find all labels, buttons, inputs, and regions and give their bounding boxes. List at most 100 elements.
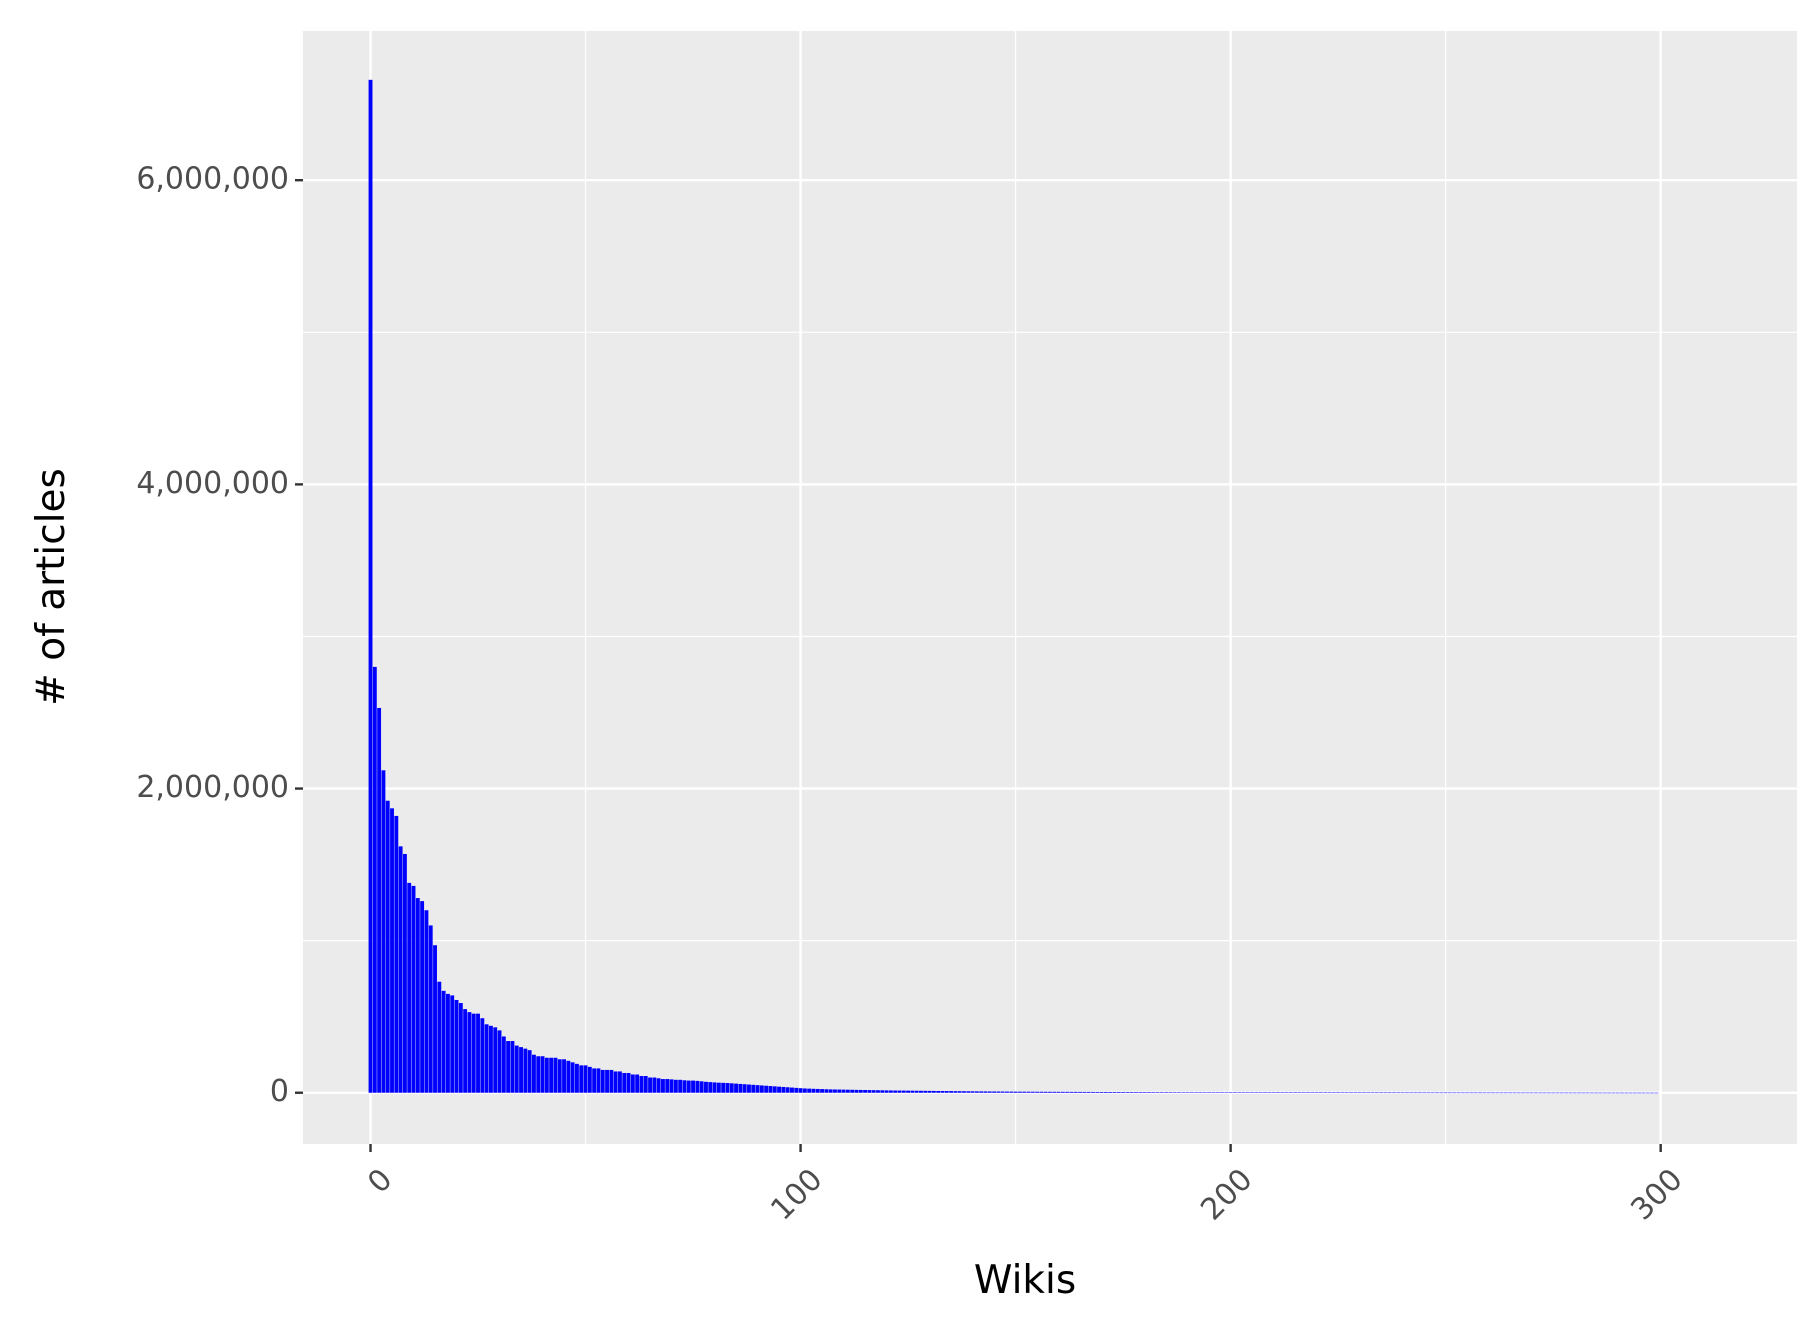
- bar: [635, 1074, 640, 1093]
- y-tick-label: 2,000,000: [136, 770, 289, 805]
- bar: [966, 1091, 971, 1093]
- bar: [1155, 1092, 1160, 1093]
- bar: [691, 1080, 695, 1093]
- bar: [549, 1057, 554, 1093]
- bar: [979, 1091, 984, 1093]
- bar: [1185, 1092, 1190, 1093]
- bar: [1469, 1092, 1474, 1094]
- bar: [1503, 1092, 1508, 1094]
- y-axis-title: # of articles: [29, 468, 74, 706]
- bar: [1288, 1092, 1293, 1093]
- bar: [1224, 1092, 1229, 1093]
- bar: [519, 1047, 523, 1093]
- bar: [1013, 1091, 1018, 1093]
- bar: [828, 1089, 833, 1093]
- bar: [1370, 1092, 1375, 1094]
- bar: [618, 1071, 622, 1093]
- bar: [1232, 1092, 1237, 1093]
- bar: [1465, 1092, 1470, 1094]
- bar: [1026, 1091, 1031, 1093]
- bar: [764, 1085, 769, 1093]
- bar: [463, 1009, 468, 1093]
- bar: [411, 885, 416, 1093]
- bar: [1650, 1092, 1655, 1094]
- bar: [381, 770, 386, 1093]
- bar: [540, 1056, 545, 1093]
- bar: [940, 1091, 945, 1093]
- bar: [553, 1057, 558, 1093]
- bar: [858, 1089, 863, 1093]
- x-tick-label: 0: [361, 1162, 399, 1200]
- bar: [854, 1089, 859, 1093]
- bar: [1134, 1092, 1138, 1093]
- bar: [1142, 1092, 1147, 1093]
- bar: [695, 1080, 700, 1093]
- bar: [1112, 1092, 1117, 1093]
- bar: [1228, 1092, 1233, 1093]
- bar: [454, 999, 459, 1093]
- bar: [845, 1089, 850, 1093]
- bar: [1577, 1092, 1581, 1094]
- bar: [1508, 1092, 1513, 1094]
- bar: [729, 1083, 734, 1093]
- bar: [1125, 1092, 1130, 1093]
- bar: [1293, 1092, 1298, 1093]
- bar: [497, 1030, 502, 1093]
- bar: [1435, 1092, 1439, 1094]
- bar: [1258, 1092, 1263, 1093]
- bar: [626, 1072, 631, 1093]
- bar: [1254, 1092, 1259, 1093]
- bar: [1620, 1092, 1624, 1094]
- bar: [587, 1066, 592, 1093]
- bar: [824, 1089, 829, 1093]
- bar: [1645, 1092, 1650, 1094]
- bar: [944, 1091, 949, 1093]
- bar: [850, 1089, 855, 1093]
- bar: [1344, 1092, 1349, 1094]
- bar: [837, 1089, 842, 1093]
- bar: [910, 1090, 915, 1093]
- bar: [1568, 1092, 1573, 1094]
- bar: [648, 1077, 652, 1093]
- x-tick-label: 200: [1194, 1162, 1259, 1227]
- bar: [583, 1065, 588, 1093]
- bar: [1409, 1092, 1414, 1094]
- bar: [949, 1091, 954, 1093]
- bar: [893, 1090, 898, 1093]
- y-tick-label: 0: [270, 1074, 289, 1109]
- bar: [699, 1081, 704, 1093]
- bar: [1172, 1092, 1177, 1093]
- bar: [458, 1003, 463, 1093]
- bar: [747, 1084, 751, 1093]
- bar: [1417, 1092, 1422, 1094]
- bar: [394, 815, 399, 1093]
- bar: [1486, 1092, 1491, 1094]
- bar: [1211, 1092, 1216, 1093]
- bar: [450, 995, 455, 1093]
- bar: [1267, 1092, 1272, 1093]
- bar: [1022, 1091, 1027, 1093]
- bar: [1202, 1092, 1207, 1093]
- bar: [1482, 1092, 1487, 1094]
- bar: [1396, 1092, 1401, 1094]
- bar: [1542, 1092, 1547, 1094]
- plot-panel: [303, 31, 1797, 1144]
- bar: [936, 1090, 941, 1093]
- bar: [471, 1013, 476, 1093]
- bar: [514, 1045, 519, 1093]
- bar: [1516, 1092, 1521, 1094]
- bar: [592, 1068, 597, 1093]
- bar: [1060, 1091, 1065, 1093]
- bar: [755, 1085, 760, 1093]
- bar: [734, 1083, 738, 1093]
- bar: [1392, 1092, 1396, 1094]
- bar: [1215, 1092, 1220, 1093]
- bar: [1581, 1092, 1586, 1094]
- bar: [794, 1087, 799, 1093]
- bar: [820, 1089, 825, 1093]
- bar: [1095, 1091, 1100, 1093]
- bar: [1181, 1092, 1186, 1093]
- bar: [557, 1059, 562, 1093]
